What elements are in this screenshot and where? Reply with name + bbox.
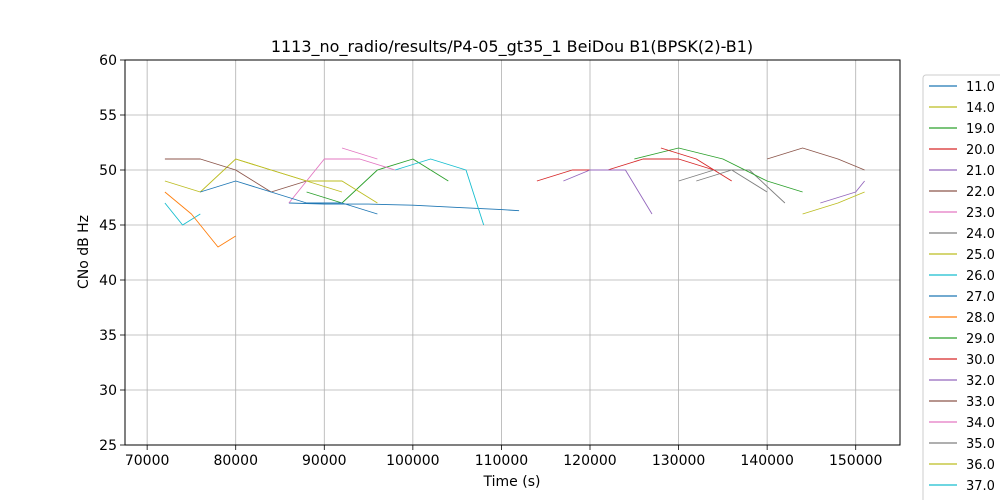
legend-entry: 23.0 xyxy=(929,206,995,221)
legend-entry: 36.0 xyxy=(929,458,995,473)
series-line-29-0 xyxy=(634,147,803,193)
legend-entry: 37.0 xyxy=(929,479,995,494)
legend-label: 32.0 xyxy=(966,374,995,389)
y-tick-label: 60 xyxy=(99,53,117,69)
legend-label: 20.0 xyxy=(966,143,995,158)
legend-entry: 19.0 xyxy=(929,122,995,137)
series-line-25-0 xyxy=(235,158,378,204)
legend-label: 11.0 xyxy=(966,80,995,95)
legend-label: 37.0 xyxy=(966,479,995,494)
legend-label: 34.0 xyxy=(966,416,995,431)
legend: 11.0 14.0 19.0 20.0 21.0 22.0 23.0 24.0 25.0 26.0… xyxy=(922,74,1000,500)
y-tick-label: 30 xyxy=(99,383,117,399)
y-tick-label: 45 xyxy=(99,218,117,234)
legend-label: 36.0 xyxy=(966,458,995,473)
chart-title: 1113_no_radio/results/P4-05_gt35_1 BeiDo… xyxy=(271,37,753,57)
x-axis-label: Time (s) xyxy=(483,474,541,490)
x-tick-label: 140000 xyxy=(740,453,793,469)
legend-box xyxy=(922,74,1000,500)
plot-frame xyxy=(124,59,901,446)
legend-label: 28.0 xyxy=(966,311,995,326)
series-line-22-0 xyxy=(164,158,307,193)
legend-entry: 11.0 xyxy=(929,80,995,95)
x-tick-label: 130000 xyxy=(652,453,705,469)
series-line-37-0 xyxy=(394,158,485,226)
x-tick-label: 70000 xyxy=(125,453,170,469)
legend-label: 24.0 xyxy=(966,227,995,242)
legend-label: 22.0 xyxy=(966,185,995,200)
y-tick-label: 40 xyxy=(99,273,117,289)
x-tick-label: 120000 xyxy=(563,453,616,469)
y-tick-label: 50 xyxy=(99,163,117,179)
legend-entry: 26.0 xyxy=(929,269,995,284)
legend-label: 33.0 xyxy=(966,395,995,410)
legend-entry: 25.0 xyxy=(929,248,995,263)
x-tick-label: 80000 xyxy=(213,453,258,469)
legend-label: 30.0 xyxy=(966,353,995,368)
x-tick-label: 110000 xyxy=(475,453,528,469)
legend-label: 14.0 xyxy=(966,101,995,116)
legend-entry: 29.0 xyxy=(929,332,995,347)
legend-label: 25.0 xyxy=(966,248,995,263)
legend-label: 29.0 xyxy=(966,332,995,347)
legend-label: 21.0 xyxy=(966,164,995,179)
legend-entry: 34.0 xyxy=(929,416,995,431)
legend-entry: 28.0 xyxy=(929,311,995,326)
series-line-11-0 xyxy=(288,202,520,212)
legend-entry: 27.0 xyxy=(929,290,995,305)
legend-entry: 32.0 xyxy=(929,374,995,389)
series-line-19-0 xyxy=(306,158,449,204)
axis-ticks: 70000 80000 90000 100000 110000 120000 130000 1… xyxy=(99,53,882,469)
y-tick-label: 55 xyxy=(99,108,117,124)
series-line-27-0 xyxy=(200,180,378,215)
x-tick-label: 90000 xyxy=(302,453,347,469)
plot-background xyxy=(125,60,900,445)
legend-entry: 24.0 xyxy=(929,227,995,242)
series-line-34-0 xyxy=(341,147,378,160)
legend-label: 19.0 xyxy=(966,122,995,137)
series-line-36-0 xyxy=(802,191,865,215)
legend-label: 35.0 xyxy=(966,437,995,452)
series-line-20-0 xyxy=(536,158,715,182)
legend-entry: 35.0 xyxy=(929,437,995,452)
x-tick-label: 150000 xyxy=(829,453,882,469)
legend-label: 26.0 xyxy=(966,269,995,284)
series-line-32-0 xyxy=(820,180,865,204)
legend-label: 27.0 xyxy=(966,290,995,305)
y-tick-label: 35 xyxy=(99,328,117,344)
series-line-33-0 xyxy=(766,147,865,171)
series-line-35-0 xyxy=(696,169,768,193)
y-axis-label: CNo dB Hz xyxy=(76,215,92,289)
legend-label: 23.0 xyxy=(966,206,995,221)
series-layer xyxy=(164,147,865,248)
legend-entry: 22.0 xyxy=(929,185,995,200)
legend-entry: 33.0 xyxy=(929,395,995,410)
series-line-21-0 xyxy=(563,169,653,215)
legend-entry: 14.0 xyxy=(929,101,995,116)
series-line-28-0 xyxy=(164,191,236,248)
legend-entry: 20.0 xyxy=(929,143,995,158)
x-tick-label: 100000 xyxy=(386,453,439,469)
legend-entry: 21.0 xyxy=(929,164,995,179)
y-tick-label: 25 xyxy=(99,438,117,454)
legend-entry: 30.0 xyxy=(929,353,995,368)
